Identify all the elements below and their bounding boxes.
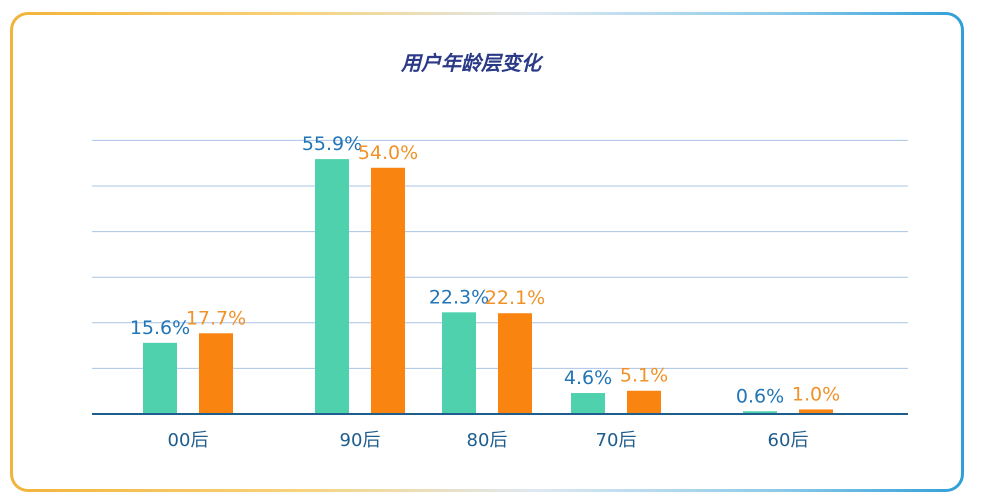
data-label: 22.1% (485, 287, 545, 309)
data-label: 22.3% (429, 286, 489, 308)
bar-series-2-1 (371, 167, 405, 414)
data-label: 1.0% (792, 383, 840, 405)
data-label: 5.1% (620, 365, 668, 387)
bar-series-1-1 (315, 159, 349, 414)
data-label: 15.6% (130, 317, 190, 339)
bar-series-1-2 (442, 312, 476, 414)
data-label: 54.0% (358, 142, 418, 164)
data-label: 4.6% (564, 367, 612, 389)
bars (143, 159, 833, 414)
chart-title: 用户年龄层变化 (400, 51, 544, 75)
data-label: 17.7% (186, 307, 246, 329)
bar-series-1-0 (143, 342, 177, 414)
data-label: 0.6% (736, 385, 784, 407)
x-tick-label: 80后 (467, 430, 508, 451)
bar-series-1-4 (743, 411, 777, 414)
data-labels: 15.6%17.7% 55.9%54.0% 22.3%22.1% 4.6% 5.1% 0.… (130, 133, 840, 407)
bar-series-2-0 (199, 333, 233, 414)
data-label: 55.9% (302, 133, 362, 155)
bar-series-2-3 (627, 390, 661, 414)
x-tick-label: 00后 (168, 430, 209, 451)
x-tick-labels: 00后 90后 80后 70后 60后 (168, 430, 809, 451)
x-tick-label: 90后 (340, 430, 381, 451)
x-tick-label: 70后 (596, 430, 637, 451)
x-tick-label: 60后 (768, 430, 809, 451)
bar-series-1-3 (571, 393, 605, 414)
bar-series-2-2 (498, 313, 532, 414)
bar-series-2-4 (799, 409, 833, 414)
